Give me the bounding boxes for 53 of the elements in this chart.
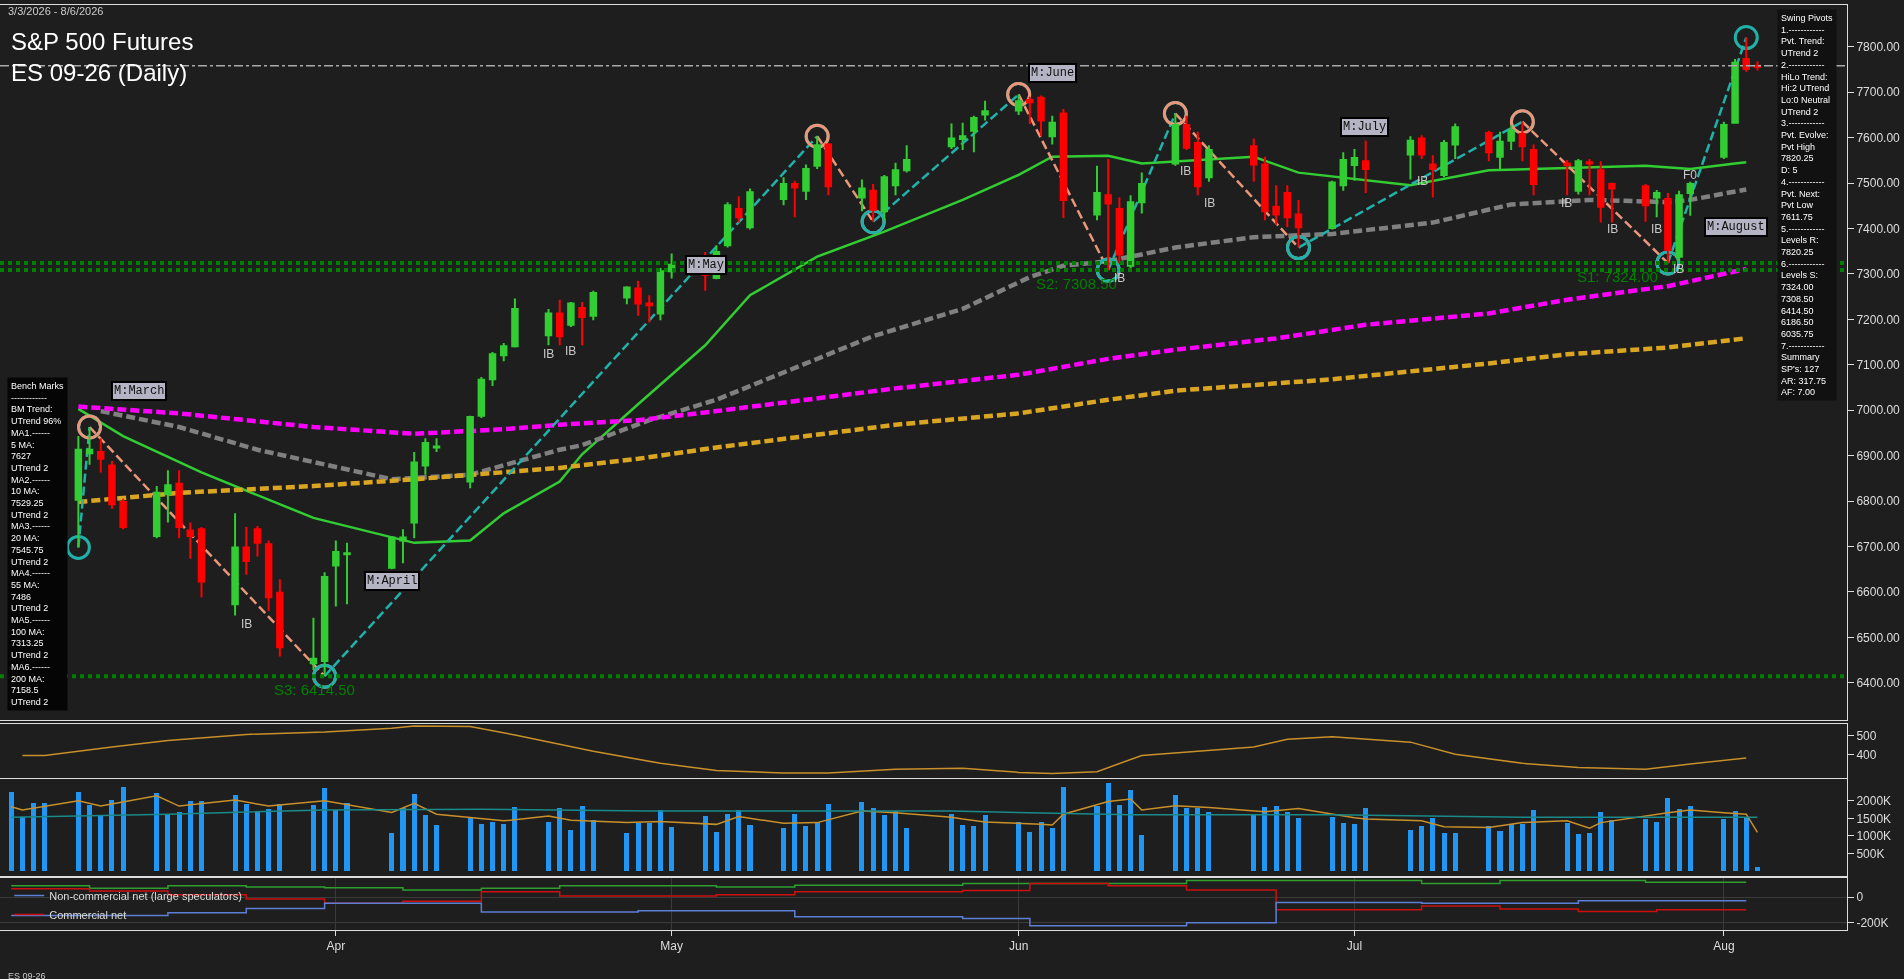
y-tick-label: 7100.00 (1856, 357, 1901, 372)
annotation: IB (565, 344, 577, 358)
y-tick-label: 7800.00 (1856, 39, 1901, 54)
x-tick-label: Jun (1008, 939, 1029, 954)
annotation: IB (1204, 196, 1216, 210)
annotation: IB (543, 347, 555, 361)
y-tick-label: 6700.00 (1856, 539, 1901, 554)
y-tick-label: 6800.00 (1856, 494, 1901, 509)
text: S&P 500 Futures (11, 28, 194, 55)
annotation: M:July (1343, 120, 1387, 134)
y-tick-label: 2000K (1856, 794, 1892, 809)
annotation: 3/3/2026 - 8/6/2026 (8, 5, 104, 17)
annotation: IB (1180, 164, 1192, 178)
y-tick-label: 1500K (1856, 811, 1892, 826)
annotation: IB (1651, 222, 1663, 236)
annotation: IB (1607, 222, 1619, 236)
y-tick-label: 6500.00 (1856, 630, 1901, 645)
annotation: F0 (1683, 168, 1698, 182)
y-tick-label: 7400.00 (1856, 221, 1901, 236)
text: Swing Pivots 1.------------ Pvt. Trend: UTrend 2 2.------------ HiLo Trend: Hi:2 UTrend Lo:0 Neutral UTrend 2 3.------------ Pvt. Evolve: Pvt High 7820.25 D: 5 4.------------ Pvt. Next: Pvt Low 7611.75 5.------------ Levels R: 7820.25 6.------------ Levels S: 7324.00 7308.50 6414.50 6186.50 6035.75 7.------------ Summary SP's: 127 AR: 317.75 AF: 7.00 (1781, 13, 1833, 398)
annotation: IB (1561, 196, 1573, 210)
x-tick-label: May (660, 939, 683, 954)
annotation: M:March (114, 384, 165, 398)
annotation: IB (241, 617, 253, 631)
annotation: M:May (688, 258, 725, 272)
y-tick-label: 6400.00 (1856, 675, 1901, 690)
annotation: M:August (1707, 220, 1765, 234)
y-tick-label: 500K (1856, 846, 1885, 861)
annotation: M:June (1031, 66, 1075, 80)
x-tick-label: Jul (1346, 939, 1363, 954)
y-tick-label: 0 (1856, 890, 1864, 905)
y-tick-label: 7300.00 (1856, 267, 1901, 282)
annotation: IB (1673, 262, 1685, 276)
y-tick-label: 400 (1856, 748, 1877, 763)
y-tick-label: 7600.00 (1856, 130, 1901, 145)
y-tick-label: 7200.00 (1856, 312, 1901, 327)
y-tick-label: 7500.00 (1856, 176, 1901, 191)
x-tick-label: Apr (326, 939, 346, 954)
y-tick-label: -200K (1856, 916, 1889, 931)
text: Bench Marks ------------ BM Trend: UTrend 96% MA1.------ 5 MA: 7627 UTrend 2 MA2.------ 10 MA: 7529.25 UTrend 2 MA3.------ 20 MA: 7545.75 UTrend 2 MA4.------ 55 MA: 7486 UTrend 2 MA5.------ 100 MA: 7313.25 UTrend 2 MA6.------ 200 MA: 7158.5 UTrend 2 (11, 381, 64, 707)
annotation: M:April (367, 574, 418, 588)
y-tick-label: 500 (1856, 728, 1877, 743)
y-tick-label: 7000.00 (1856, 403, 1901, 418)
y-tick-label: 6600.00 (1856, 585, 1901, 600)
ref-line-label: S1: 7324.00 (1577, 268, 1658, 285)
ref-line-label: S2: 7308.50 (1036, 275, 1117, 292)
y-tick-label: 6900.00 (1856, 448, 1901, 463)
x-tick-label: Aug (1713, 939, 1735, 954)
text: ES 09-26 (Daily) (11, 59, 188, 87)
y-tick-label: 7700.00 (1856, 85, 1901, 100)
ref-line-label: S3: 6414.50 (274, 681, 355, 698)
text: ES 09-26 (8, 971, 46, 979)
y-tick-label: 1000K (1856, 829, 1892, 844)
